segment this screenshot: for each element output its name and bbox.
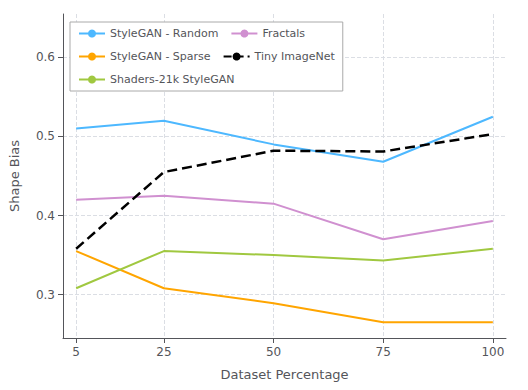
svg-text:Shape Bias: Shape Bias [7,140,22,212]
svg-text:0.5: 0.5 [36,129,55,143]
svg-text:75: 75 [376,345,391,359]
svg-text:Dataset Percentage: Dataset Percentage [220,367,348,382]
svg-text:StyleGAN - Sparse: StyleGAN - Sparse [110,50,211,63]
svg-text:0.3: 0.3 [36,288,55,302]
svg-text:100: 100 [481,345,504,359]
svg-text:StyleGAN - Random: StyleGAN - Random [110,27,218,40]
svg-text:Tiny ImageNet: Tiny ImageNet [254,50,336,63]
svg-text:25: 25 [156,345,171,359]
svg-text:50: 50 [266,345,281,359]
svg-text:5: 5 [72,345,80,359]
svg-text:0.4: 0.4 [36,209,55,223]
svg-text:0.6: 0.6 [36,50,55,64]
svg-text:Fractals: Fractals [262,27,305,40]
svg-text:Shaders-21k StyleGAN: Shaders-21k StyleGAN [110,73,234,86]
